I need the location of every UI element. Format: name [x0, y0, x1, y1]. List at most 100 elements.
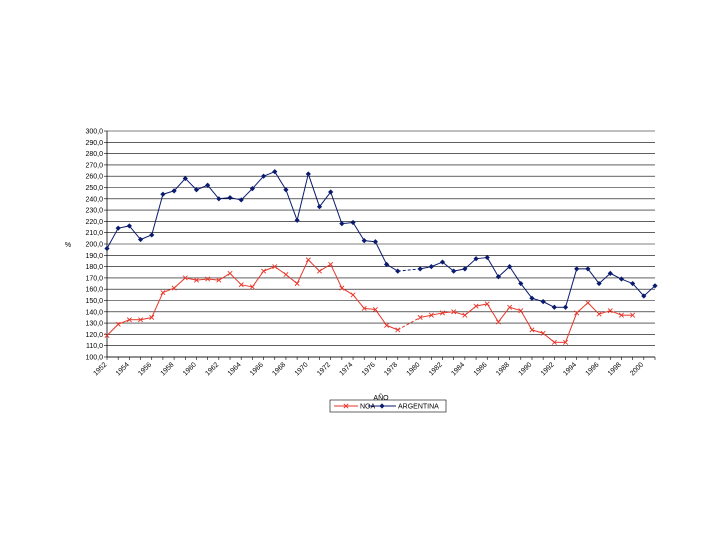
- diamond-marker: [462, 266, 468, 272]
- series-segment: [610, 310, 622, 316]
- x-marker: [305, 257, 311, 263]
- diamond-marker: [451, 268, 457, 274]
- x-marker: [428, 312, 434, 318]
- series-segment: [296, 173, 309, 221]
- x-tick-label: 1970: [294, 361, 310, 377]
- y-tick-label: 210,0: [85, 230, 103, 237]
- y-tick-label: 150,0: [85, 298, 103, 305]
- series-segment: [610, 272, 622, 280]
- series-segment: [397, 268, 421, 272]
- series-segment: [397, 317, 421, 331]
- diamond-marker: [495, 274, 502, 280]
- series-segment: [621, 278, 633, 285]
- series-segment: [520, 310, 533, 331]
- x-tick-label: 1972: [316, 361, 332, 377]
- series-segment: [240, 188, 253, 201]
- series-segment: [442, 311, 454, 314]
- series-segment: [565, 268, 578, 308]
- diamond-marker: [417, 266, 423, 272]
- series-segment: [542, 301, 555, 308]
- y-tick-label: 300,0: [85, 129, 103, 136]
- y-tick-label: 260,0: [85, 174, 103, 181]
- diamond-marker: [126, 223, 132, 229]
- x-marker: [328, 261, 334, 267]
- y-tick-label: 200,0: [85, 242, 103, 249]
- diamond-marker: [428, 264, 434, 270]
- diamond-marker: [205, 182, 211, 188]
- x-marker: [451, 309, 457, 315]
- y-tick-label: 170,0: [85, 275, 103, 282]
- diamond-marker: [529, 295, 535, 301]
- series-segment: [431, 312, 443, 316]
- series-segment: [263, 171, 275, 177]
- legend-item-argentina: ARGENTINA: [368, 403, 439, 411]
- x-marker: [540, 330, 546, 336]
- y-tick-label: 110,0: [86, 343, 103, 350]
- series-segment: [184, 178, 197, 191]
- series-segment: [319, 191, 332, 208]
- series-segment: [587, 268, 600, 284]
- diamond-marker: [518, 280, 524, 287]
- series-segment: [196, 278, 208, 281]
- diamond-marker: [227, 195, 233, 201]
- y-tick-label: 130,0: [85, 321, 103, 328]
- series-segment: [285, 189, 298, 221]
- x-marker: [473, 303, 479, 309]
- legend-label: ARGENTINA: [398, 404, 439, 411]
- series-segment: [218, 272, 231, 281]
- series-segment: [106, 227, 119, 249]
- series-argentina: [104, 169, 658, 310]
- x-marker: [361, 305, 367, 311]
- diamond-marker: [395, 268, 401, 274]
- series-segment: [509, 266, 522, 284]
- diamond-marker: [540, 299, 546, 305]
- x-marker: [160, 290, 166, 296]
- x-tick-label: 1952: [92, 361, 108, 377]
- diamond-marker: [618, 276, 625, 282]
- series-segment: [207, 278, 219, 281]
- x-tick-label: 1996: [585, 361, 601, 377]
- series-segment: [140, 316, 152, 321]
- series-segment: [117, 319, 130, 325]
- diamond-marker: [379, 403, 385, 409]
- series-segment: [520, 283, 533, 299]
- diamond-marker: [372, 239, 379, 245]
- y-tick-label: 160,0: [85, 287, 103, 294]
- series-segment: [386, 324, 398, 331]
- legend: NOA ARGENTINA: [329, 399, 447, 413]
- x-marker: [417, 314, 423, 320]
- series-segment: [531, 329, 544, 334]
- x-marker: [484, 301, 490, 307]
- gridlines: [107, 130, 655, 358]
- x-marker: [384, 322, 390, 328]
- diamond-marker: [383, 261, 390, 267]
- x-tick-label: 1954: [115, 361, 131, 377]
- series-segment: [207, 184, 220, 200]
- x-tick-label: 1956: [137, 361, 153, 377]
- x-marker: [529, 327, 535, 333]
- y-tick-label: 280,0: [85, 151, 103, 158]
- series-segment: [475, 303, 488, 307]
- x-marker: [495, 319, 501, 325]
- series-segment: [632, 283, 645, 297]
- x-tick-label: 1980: [406, 361, 422, 377]
- diamond-marker: [574, 266, 580, 272]
- x-tick-labels: 1952 1954 1956 1958 1960 1962 1964 1966 1968 1970…: [92, 361, 645, 377]
- diamond-marker: [238, 197, 244, 203]
- axes: [104, 130, 656, 360]
- x-marker: [283, 271, 289, 278]
- x-marker: [316, 268, 323, 274]
- series-noa: [104, 257, 636, 345]
- series-segment: [307, 173, 320, 207]
- x-tick-label: 1988: [495, 361, 511, 377]
- diamond-marker: [149, 232, 155, 238]
- diamond-marker: [272, 169, 278, 175]
- diamond-marker: [260, 173, 267, 179]
- x-marker: [343, 403, 349, 409]
- diamond-marker: [339, 221, 345, 227]
- series-segment: [296, 259, 309, 284]
- x-marker: [618, 312, 624, 318]
- series-segment: [330, 191, 343, 224]
- x-marker: [574, 310, 580, 316]
- series-segment: [151, 194, 164, 236]
